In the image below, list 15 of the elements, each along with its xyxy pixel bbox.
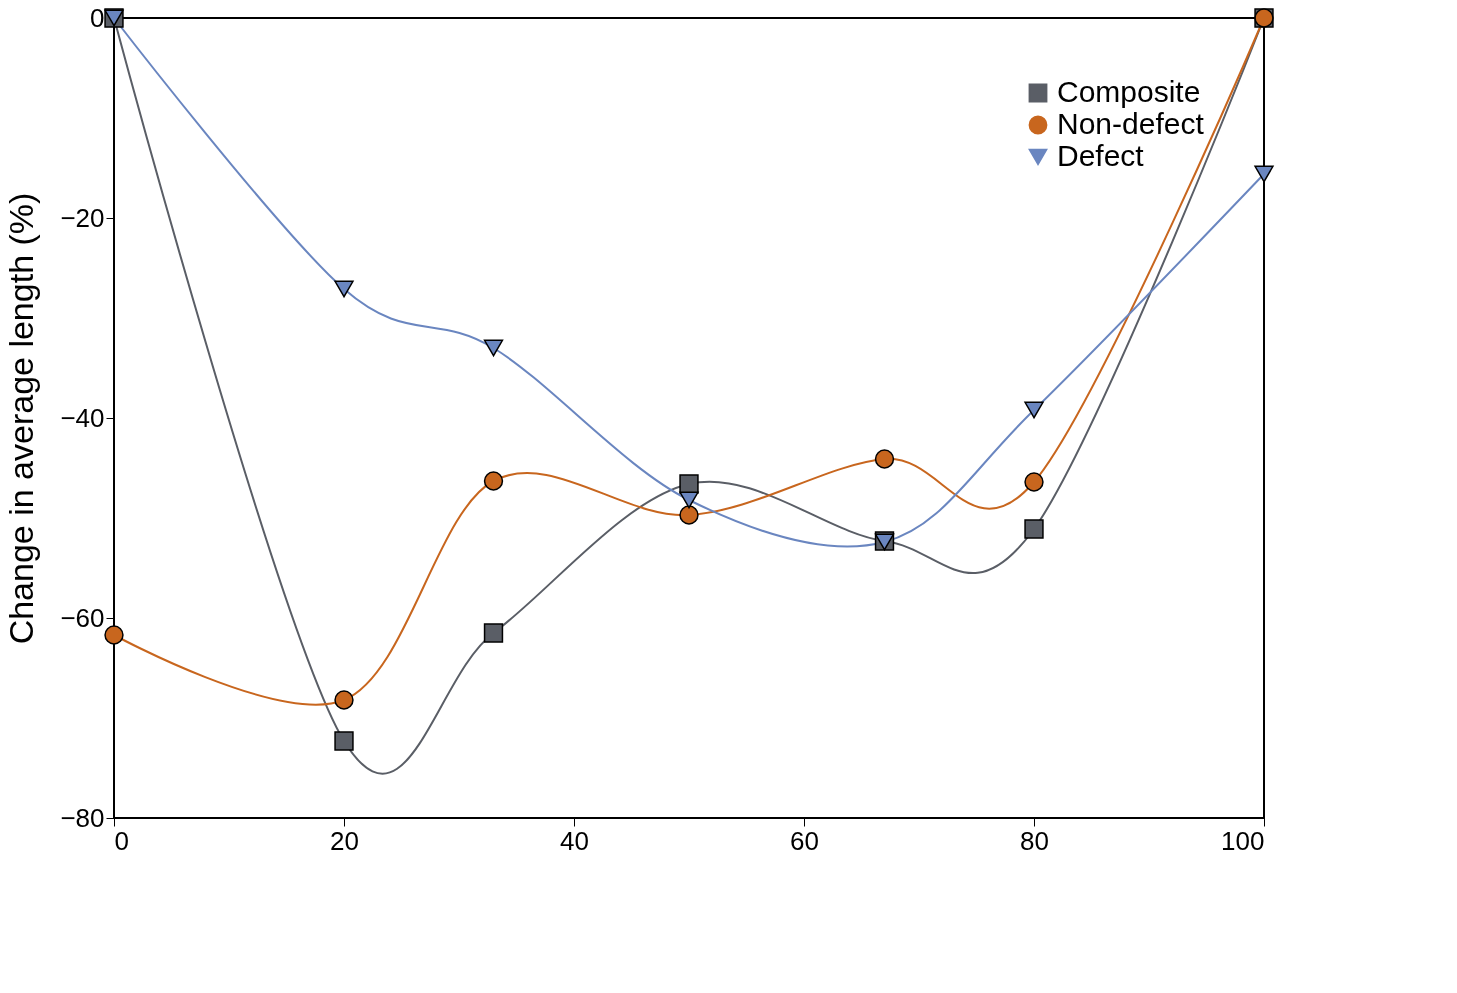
x-tick-label: 0 [114,825,129,856]
y-tick-label: −40 [60,402,105,433]
x-tick-label: 80 [1020,825,1049,856]
y-tick-label: −60 [60,602,105,633]
x-tick-label: 20 [330,825,359,856]
legend-label: Composite [1057,75,1201,108]
legend-label: Defect [1057,139,1145,172]
x-tick-label: 40 [560,825,589,856]
y-tick-label: −20 [60,202,105,233]
x-tick-label: 100 [1221,825,1265,856]
x-tick-label: 60 [790,825,819,856]
legend-label: Non-defect [1057,107,1205,140]
y-tick-label: −80 [60,802,105,833]
y-axis-title: Change in average length (%) [2,192,41,645]
y-tick-label: 0 [90,2,105,33]
